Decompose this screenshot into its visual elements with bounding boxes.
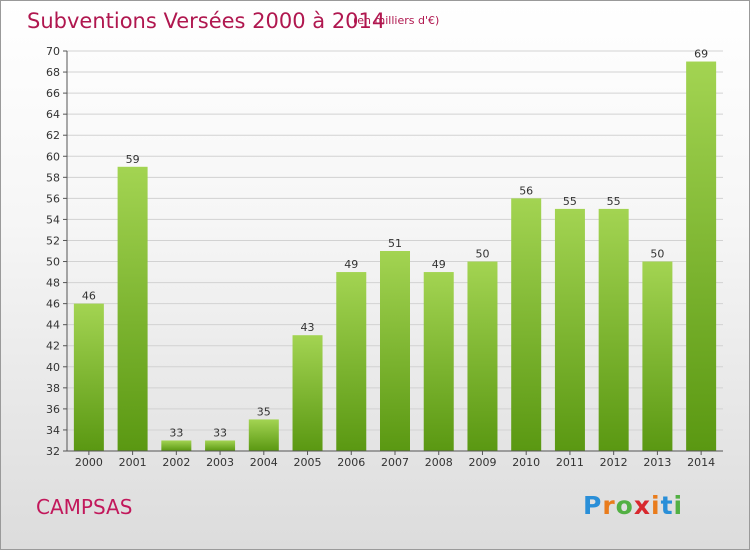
bar <box>467 261 498 451</box>
x-tick-label: 2010 <box>512 456 540 469</box>
y-tick-label: 58 <box>46 171 60 184</box>
bar <box>380 251 410 451</box>
bar-value-label: 55 <box>563 195 577 208</box>
y-tick-label: 68 <box>46 66 60 79</box>
bar <box>161 440 192 451</box>
y-tick-label: 66 <box>46 87 60 100</box>
y-tick-label: 44 <box>46 319 60 332</box>
x-tick-label: 2011 <box>556 456 584 469</box>
bar-value-label: 59 <box>126 153 140 166</box>
bar-value-label: 33 <box>213 426 227 439</box>
bar-value-label: 51 <box>388 237 402 250</box>
x-tick-label: 2008 <box>425 456 453 469</box>
y-tick-label: 48 <box>46 277 60 290</box>
bar <box>205 440 236 451</box>
x-tick-label: 2006 <box>337 456 365 469</box>
bar <box>642 261 673 451</box>
y-tick-label: 52 <box>46 234 60 247</box>
y-tick-label: 40 <box>46 361 60 374</box>
x-tick-label: 2012 <box>600 456 628 469</box>
x-tick-label: 2001 <box>119 456 147 469</box>
bar-value-label: 50 <box>650 248 664 261</box>
x-tick-label: 2002 <box>162 456 190 469</box>
y-tick-label: 50 <box>46 256 60 269</box>
y-tick-label: 36 <box>46 403 60 416</box>
bar-value-label: 43 <box>301 321 315 334</box>
bar <box>511 198 542 451</box>
x-tick-label: 2014 <box>687 456 715 469</box>
y-tick-label: 38 <box>46 382 60 395</box>
bar <box>686 61 717 452</box>
bar <box>423 272 454 451</box>
x-tick-label: 2005 <box>294 456 322 469</box>
y-axis: 32 34 36 38 40 42 44 46 48 50 52 54 56 58 60 62 64 66 68 70 <box>46 45 68 458</box>
x-axis: 2000 2001 2002 2003 2004 2005 2006 2007 2008 2009… <box>67 450 723 469</box>
bar-value-label: 49 <box>432 258 446 271</box>
y-tick-label: 70 <box>46 45 60 58</box>
bar-value-label: 33 <box>169 426 183 439</box>
bar <box>598 208 629 451</box>
y-tick-label: 56 <box>46 192 60 205</box>
y-tick-label: 34 <box>46 424 60 437</box>
commune-name: CAMPSAS <box>36 495 133 519</box>
y-tick-label: 42 <box>46 340 60 353</box>
x-tick-label: 2000 <box>75 456 103 469</box>
x-tick-label: 2004 <box>250 456 278 469</box>
y-tick-label: 62 <box>46 129 60 142</box>
bars-group: 46 59 33 33 35 43 49 51 49 50 56 55 55 50 69 <box>73 48 717 452</box>
y-tick-label: 32 <box>46 445 60 458</box>
chart-subtitle: (en milliers d'€) <box>353 14 440 27</box>
bar-value-label: 50 <box>475 248 489 261</box>
x-tick-label: 2007 <box>381 456 409 469</box>
bar-value-label: 49 <box>344 258 358 271</box>
x-tick-label: 2013 <box>643 456 671 469</box>
bar <box>73 303 104 451</box>
bar <box>117 166 148 451</box>
bar-value-label: 35 <box>257 405 271 418</box>
bar-value-label: 56 <box>519 184 533 197</box>
chart-title: Subventions Versées 2000 à 2014 <box>27 9 386 33</box>
x-tick-label: 2003 <box>206 456 234 469</box>
bar-value-label: 69 <box>694 48 708 61</box>
bar <box>554 208 585 451</box>
y-tick-label: 64 <box>46 108 60 121</box>
bar-value-label: 46 <box>82 290 96 303</box>
proxiti-logo: Proxiti <box>583 491 684 520</box>
bar <box>248 419 279 451</box>
y-tick-label: 46 <box>46 298 60 311</box>
y-tick-label: 54 <box>46 213 60 226</box>
bar-value-label: 55 <box>607 195 621 208</box>
y-tick-label: 60 <box>46 150 60 163</box>
bar <box>292 335 323 451</box>
bar <box>336 272 367 451</box>
x-tick-label: 2009 <box>468 456 496 469</box>
